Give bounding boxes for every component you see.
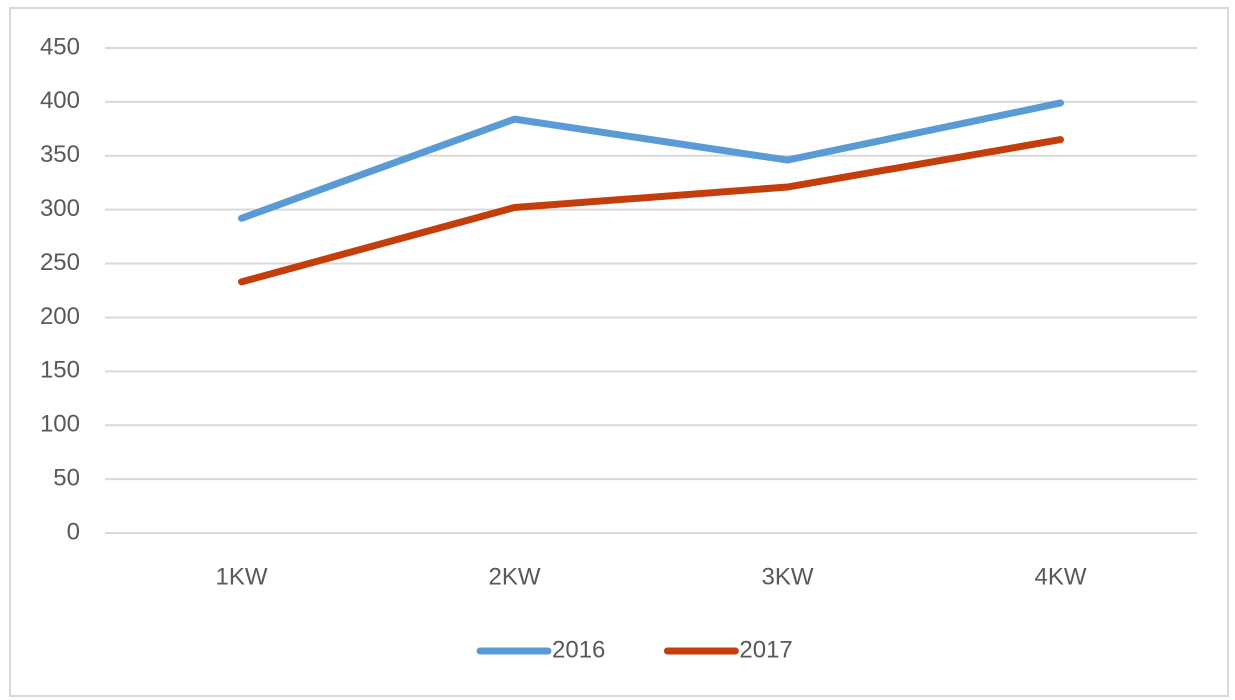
- y-tick-label: 250: [40, 249, 80, 276]
- y-tick-label: 450: [40, 33, 80, 60]
- x-tick-label: 4KW: [1034, 563, 1086, 590]
- y-tick-label: 50: [53, 464, 80, 491]
- y-tick-label: 100: [40, 411, 80, 438]
- chart-border: [9, 7, 1229, 697]
- legend-label: 2016: [552, 636, 605, 663]
- x-tick-label: 1KW: [215, 563, 267, 590]
- y-tick-label: 0: [67, 518, 80, 545]
- y-tick-label: 150: [40, 357, 80, 384]
- x-tick-label: 2KW: [488, 563, 540, 590]
- y-tick-label: 300: [40, 195, 80, 222]
- legend-label: 2017: [739, 636, 792, 663]
- series-line: [238, 136, 1064, 286]
- x-tick-label: 3KW: [761, 563, 813, 590]
- y-tick-label: 350: [40, 141, 80, 168]
- y-tick-label: 200: [40, 303, 80, 330]
- y-tick-label: 400: [40, 87, 80, 114]
- series-line: [238, 99, 1064, 222]
